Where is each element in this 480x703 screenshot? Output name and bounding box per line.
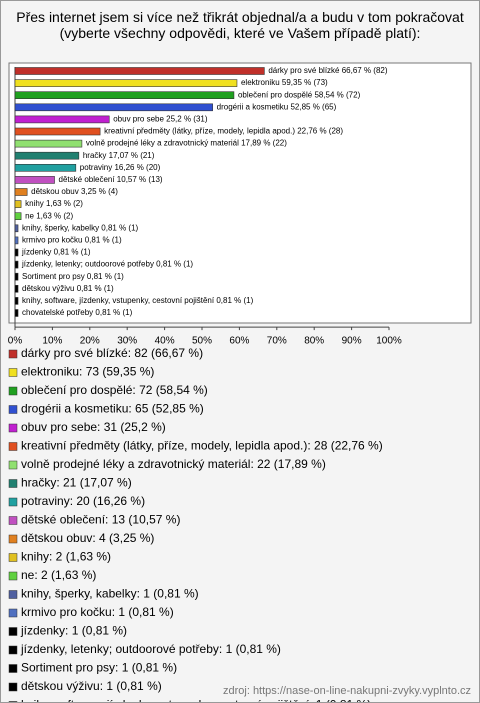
bar: [14, 79, 238, 87]
bar: [14, 67, 265, 75]
value-label: drogérii a kosmetiku 52,85 % (65): [217, 102, 337, 111]
bar: [14, 103, 213, 112]
value-label: obuv pro sebe 25,2 % (31): [113, 115, 208, 124]
bar: [14, 224, 19, 233]
legend-swatch: [8, 442, 18, 451]
legend-swatch: [8, 349, 18, 359]
value-label: knihy, software, jízdenky, vstupenky, ce…: [22, 296, 254, 305]
legend-label: krmivo pro kočku: 1 (0,81 %): [21, 605, 174, 619]
legend-label: knihy: 2 (1,63 %): [21, 550, 111, 564]
bar: [14, 151, 80, 160]
legend-label: dětskou výživu: 1 (0,81 %): [21, 679, 162, 693]
bar: [14, 284, 19, 293]
value-label: dárky pro své blízké 66,67 % (82): [268, 66, 388, 75]
value-label: krmivo pro kočku 0,81 % (1): [22, 236, 122, 245]
value-label: volně prodejné léky a zdravotnický mater…: [86, 139, 287, 148]
legend-swatch: [8, 682, 18, 692]
legend-label: Sortiment pro psy: 1 (0,81 %): [21, 661, 177, 675]
x-tick-label: 80%: [304, 336, 324, 347]
legend-swatch: [8, 590, 18, 599]
bar: [14, 212, 22, 220]
legend-swatch: [8, 386, 18, 396]
bar: [14, 260, 19, 269]
legend-swatch: [8, 701, 18, 702]
legend-label: oblečení pro dospělé: 72 (58,54 %): [21, 383, 208, 397]
legend-label: hračky: 21 (17,07 %): [21, 476, 132, 490]
legend-swatch: [8, 497, 18, 507]
legend-swatch: [8, 534, 18, 544]
bar: [14, 164, 77, 172]
value-label: dětskou obuv 3,25 % (4): [31, 187, 118, 196]
legend-swatch: [8, 479, 18, 488]
legend-label: elektroniku: 73 (59,35 %): [21, 365, 154, 379]
legend-swatch: [8, 553, 18, 562]
bar: [14, 115, 110, 124]
chart-title: Přes internet jsem si více než třikrát o…: [16, 9, 464, 41]
bar: [14, 236, 19, 245]
x-tick-label: 0%: [8, 336, 23, 347]
legend-label: volně prodejné léky a zdravotnický mater…: [21, 457, 326, 471]
value-label: chovatelské potřeby 0,81 % (1): [22, 308, 133, 317]
value-label: knihy, šperky, kabelky 0,81 % (1): [22, 223, 139, 232]
value-label: potraviny 16,26 % (20): [80, 163, 161, 172]
legend-label: jízdenky, letenky; outdoorové potřeby: 1…: [20, 642, 281, 656]
legend-label: knihy, šperky, kabelky: 1 (0,81 %): [21, 587, 199, 601]
legend-label: jízdenky: 1 (0,81 %): [20, 624, 127, 638]
bar: [14, 176, 55, 184]
legend-swatch: [8, 664, 18, 673]
legend-label: ne: 2 (1,63 %): [21, 568, 96, 582]
x-tick-label: 60%: [229, 336, 249, 347]
x-tick-label: 70%: [267, 336, 287, 347]
legend-label: obuv pro sebe: 31 (25,2 %): [21, 420, 166, 434]
x-tick-label: 10%: [42, 336, 62, 347]
bar: [14, 200, 22, 208]
bar: [14, 91, 235, 99]
bar: [14, 297, 19, 305]
legend-label: kreativní předměty (látky, příze, modely…: [21, 439, 383, 453]
bar: [14, 188, 28, 196]
value-label: knihy 1,63 % (2): [25, 199, 83, 208]
value-label: kreativní předměty (látky, příze, modely…: [104, 127, 343, 136]
value-label: dětskou výživu 0,81 % (1): [22, 284, 114, 293]
x-tick-label: 20%: [80, 336, 100, 347]
value-label: ne 1,63 % (2): [25, 211, 73, 220]
source: zdroj: https://nase-on-line-nakupni-zvyk…: [223, 685, 471, 697]
legend-label: dětské oblečení: 13 (10,57 %): [21, 513, 180, 527]
value-label: jízdenky 0,81 % (1): [21, 248, 91, 257]
legend-swatch: [8, 368, 18, 377]
bar: [14, 272, 19, 281]
x-tick-label: 50%: [192, 336, 212, 347]
legend-swatch: [8, 571, 18, 581]
legend-label: dárky pro své blízké: 82 (66,67 %): [21, 346, 203, 360]
legend-swatch: [8, 608, 18, 618]
bar: [14, 309, 19, 317]
x-tick-label: 90%: [342, 336, 362, 347]
bar: [14, 139, 83, 148]
value-label: hračky 17,07 % (21): [83, 151, 155, 160]
legend-swatch: [8, 627, 18, 636]
legend-label: drogérii a kosmetiku: 65 (52,85 %): [21, 402, 204, 416]
legend-swatch: [8, 423, 18, 433]
value-label: dětské oblečení 10,57 % (13): [59, 175, 163, 184]
x-tick-label: 30%: [117, 336, 137, 347]
legend-swatch: [8, 460, 18, 470]
legend-swatch: [8, 405, 18, 414]
x-tick-label: 100%: [376, 336, 402, 347]
value-label: oblečení pro dospělé 58,54 % (72): [238, 90, 361, 99]
legend-label: dětskou obuv: 4 (3,25 %): [21, 531, 154, 545]
legend-label: potraviny: 20 (16,26 %): [21, 494, 145, 508]
legend-swatch: [8, 645, 18, 655]
bar: [14, 127, 101, 136]
value-label: Sortiment pro psy 0,81 % (1): [22, 272, 124, 281]
bar: [14, 248, 19, 257]
legend-swatch: [8, 516, 18, 525]
value-label: elektroniku 59,35 % (73): [241, 78, 328, 87]
legend-label: knihy, software, jízdenky, vstupenky, ce…: [21, 698, 371, 702]
value-label: jízdenky, letenky; outdoorové potřeby 0,…: [21, 260, 193, 269]
x-tick-label: 40%: [155, 336, 175, 347]
